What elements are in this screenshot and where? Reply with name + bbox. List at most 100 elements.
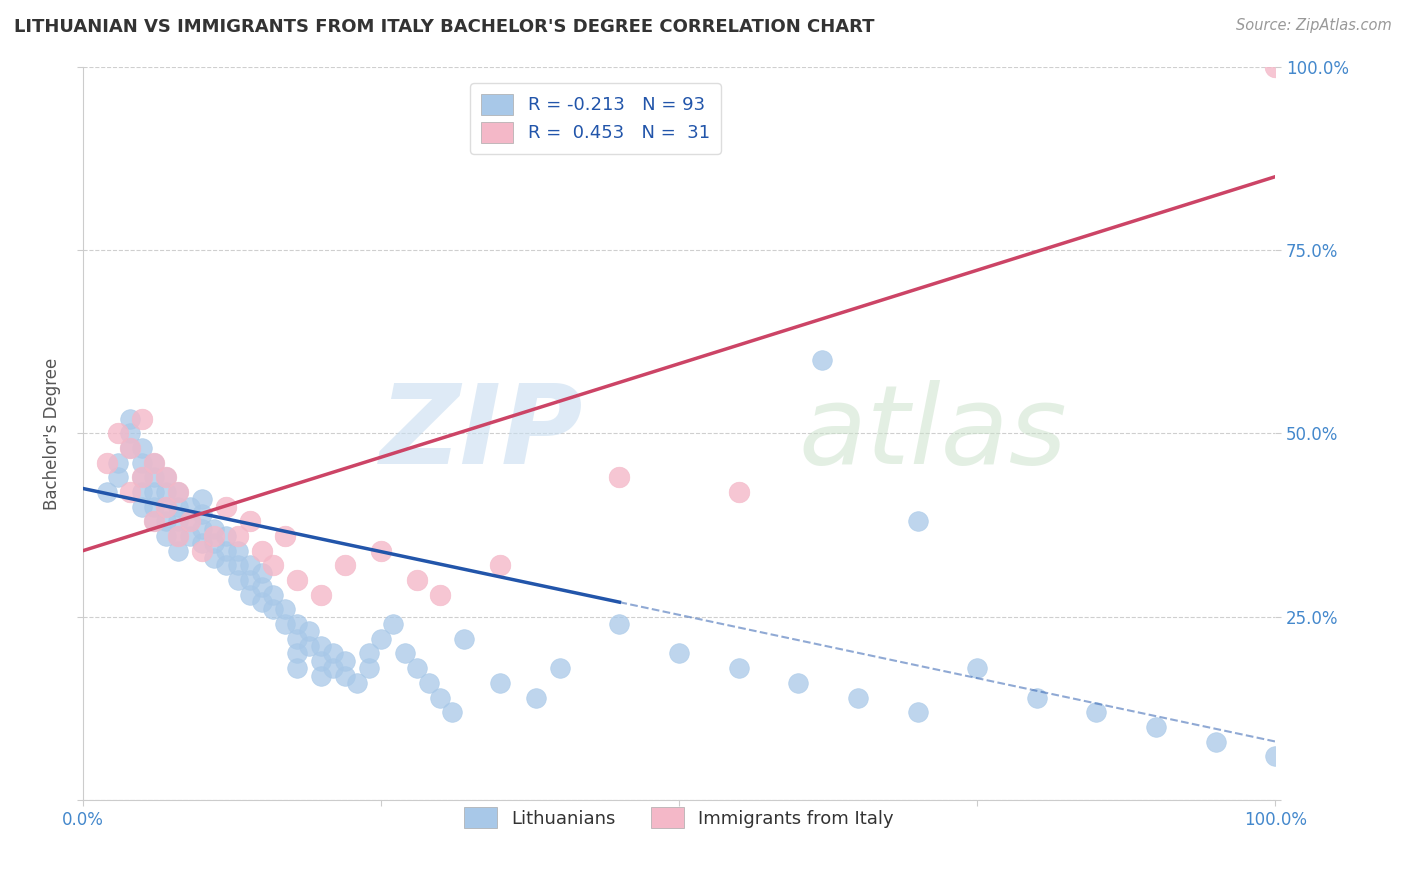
Point [167,529,190,543]
Point [357,647,380,661]
Y-axis label: Bachelor's Degree: Bachelor's Degree [44,358,60,509]
Point [226,558,249,573]
Point [167,500,190,514]
Point [1264,749,1286,764]
Point [370,543,392,558]
Point [274,529,297,543]
Point [143,485,166,500]
Point [167,485,190,500]
Point [1144,720,1167,734]
Point [1264,60,1286,74]
Point [285,661,308,675]
Point [143,515,166,529]
Point [120,411,142,425]
Point [191,492,214,507]
Point [143,456,166,470]
Point [155,500,177,514]
Point [167,529,190,543]
Point [120,485,142,500]
Point [191,507,214,521]
Point [96,485,118,500]
Point [274,617,297,632]
Point [394,647,416,661]
Point [309,668,332,682]
Point [333,558,356,573]
Point [131,470,153,484]
Point [202,522,225,536]
Point [179,515,201,529]
Point [250,543,273,558]
Point [811,353,834,368]
Point [285,573,308,587]
Point [322,647,344,661]
Point [167,543,190,558]
Point [226,543,249,558]
Point [381,617,404,632]
Point [285,632,308,646]
Point [285,617,308,632]
Point [131,485,153,500]
Point [239,558,262,573]
Point [107,426,129,441]
Text: Source: ZipAtlas.com: Source: ZipAtlas.com [1236,18,1392,33]
Legend: Lithuanians, Immigrants from Italy: Lithuanians, Immigrants from Italy [457,800,901,835]
Point [131,500,153,514]
Point [155,470,177,484]
Point [298,624,321,639]
Point [202,536,225,550]
Point [309,654,332,668]
Point [250,595,273,609]
Point [155,500,177,514]
Point [453,632,475,646]
Point [668,647,690,661]
Point [405,661,427,675]
Point [309,588,332,602]
Point [333,668,356,682]
Point [489,558,512,573]
Point [179,515,201,529]
Point [107,456,129,470]
Point [107,470,129,484]
Text: LITHUANIAN VS IMMIGRANTS FROM ITALY BACHELOR'S DEGREE CORRELATION CHART: LITHUANIAN VS IMMIGRANTS FROM ITALY BACH… [14,18,875,36]
Point [131,441,153,455]
Point [120,441,142,455]
Point [250,566,273,580]
Point [346,676,368,690]
Point [191,522,214,536]
Point [1205,734,1227,748]
Point [966,661,988,675]
Point [179,500,201,514]
Point [370,632,392,646]
Point [131,456,153,470]
Point [215,558,238,573]
Point [609,617,631,632]
Point [215,543,238,558]
Point [333,654,356,668]
Point [191,543,214,558]
Point [155,529,177,543]
Point [215,500,238,514]
Point [1025,690,1047,705]
Text: atlas: atlas [799,380,1067,487]
Point [429,588,451,602]
Point [96,456,118,470]
Point [167,515,190,529]
Point [418,676,440,690]
Point [131,470,153,484]
Point [263,558,285,573]
Point [405,573,427,587]
Point [143,500,166,514]
Point [609,470,631,484]
Point [727,661,749,675]
Point [226,573,249,587]
Point [441,705,464,719]
Point [143,515,166,529]
Point [239,515,262,529]
Point [357,661,380,675]
Point [250,581,273,595]
Point [202,529,225,543]
Point [239,573,262,587]
Point [143,456,166,470]
Point [202,551,225,566]
Point [727,485,749,500]
